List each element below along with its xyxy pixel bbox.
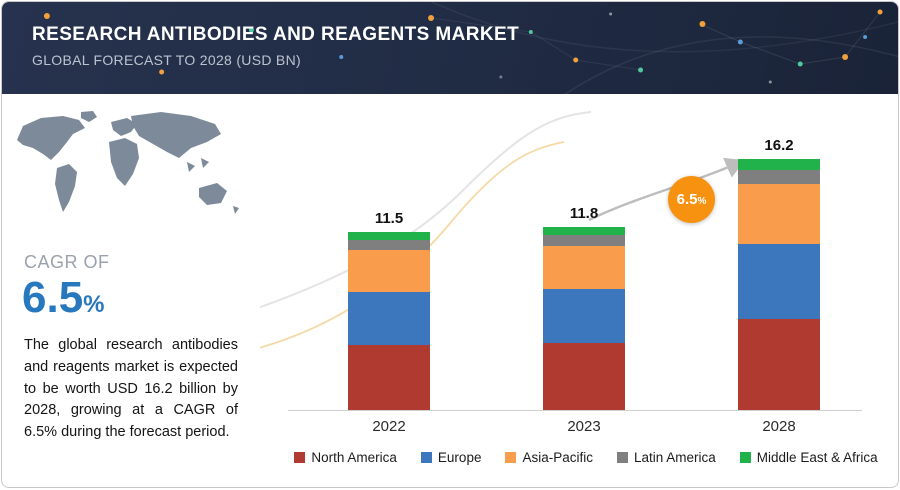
- cagr-badge: 6.5%: [668, 176, 715, 223]
- bar-total-label: 16.2: [764, 136, 794, 154]
- summary-panel: CAGR OF 6.5% The global research antibod…: [2, 94, 260, 487]
- bar-segment-europe[interactable]: [543, 289, 625, 344]
- cagr-value: 6.5%: [22, 273, 260, 322]
- legend-label: Asia-Pacific: [522, 450, 593, 465]
- summary-text: The global research antibodies and reage…: [24, 337, 238, 441]
- world-map: [17, 111, 239, 214]
- legend-swatch: [294, 452, 306, 463]
- bar-segment-europe[interactable]: [738, 244, 820, 319]
- bar-total-label: 11.8: [569, 205, 599, 223]
- bar-segment-asia-pacific[interactable]: [543, 245, 625, 290]
- legend-item-north-america[interactable]: North America: [294, 450, 397, 465]
- bar-segment-middle-east-africa[interactable]: [348, 231, 430, 240]
- chart-legend: North America Europe Asia-Pacific Latin Ame…: [280, 450, 892, 465]
- legend-swatch: [739, 452, 751, 463]
- bar-segment-asia-pacific[interactable]: [348, 250, 430, 293]
- bar-group-2028[interactable]: 16.2 2028: [738, 136, 820, 435]
- bar-segment-europe[interactable]: [348, 292, 430, 345]
- bar-total-label: 11.5: [374, 209, 404, 227]
- bar-segment-north-america[interactable]: [738, 318, 820, 410]
- legend-item-europe[interactable]: Europe: [420, 450, 482, 465]
- legend-swatch: [617, 452, 628, 463]
- cagr-percent-sign: %: [83, 291, 105, 318]
- bar-stack: [543, 227, 625, 410]
- bar-stack: [348, 231, 430, 410]
- bar-segment-latin-america[interactable]: [738, 169, 820, 184]
- legend-swatch: [420, 452, 432, 463]
- page-title: RESEARCH ANTIBODIES AND REAGENTS MARKET: [32, 24, 520, 45]
- header-banner: RESEARCH ANTIBODIES AND REAGENTS MARKET …: [2, 2, 898, 94]
- legend-item-middle-east-africa[interactable]: Middle East & Africa: [739, 450, 878, 465]
- legend-item-latin-america[interactable]: Latin America: [617, 450, 716, 465]
- legend-label: Latin America: [634, 450, 716, 465]
- badge-percent-sign: %: [697, 195, 707, 207]
- legend-label: Europe: [437, 450, 482, 465]
- x-axis-label: 2022: [372, 418, 406, 435]
- legend-swatch: [505, 452, 517, 463]
- bar-segment-asia-pacific[interactable]: [738, 183, 820, 245]
- badge-number: 6.5: [676, 191, 698, 208]
- network-decoration: [43, 2, 898, 94]
- bar-stack: [738, 158, 820, 410]
- page-subtitle: GLOBAL FORECAST TO 2028 (USD BN): [32, 52, 301, 68]
- bar-segment-north-america[interactable]: [543, 343, 625, 410]
- x-axis-label: 2028: [762, 418, 796, 435]
- x-axis-label: 2023: [567, 418, 601, 435]
- bar-segment-middle-east-africa[interactable]: [738, 158, 820, 170]
- bar-segment-latin-america[interactable]: [348, 239, 430, 251]
- content-body: CAGR OF 6.5% The global research antibod…: [2, 94, 898, 487]
- legend-item-asia-pacific[interactable]: Asia-Pacific: [505, 450, 593, 465]
- bar-segment-north-america[interactable]: [348, 344, 430, 410]
- chart-area: 6.5% 11.5 2022 11.8 2023 16.2 2028 North Amer…: [260, 94, 898, 487]
- bar-group-2022[interactable]: 11.5 2022: [348, 209, 430, 435]
- legend-label: Middle East & Africa: [756, 450, 878, 465]
- legend-label: North America: [311, 450, 397, 465]
- bar-segment-latin-america[interactable]: [543, 234, 625, 246]
- stacked-bar-chart: 11.5 2022 11.8 2023 16.2 2028: [348, 94, 820, 435]
- bar-group-2023[interactable]: 11.8 2023: [543, 205, 625, 435]
- cagr-number: 6.5: [22, 273, 84, 322]
- header-text: RESEARCH ANTIBODIES AND REAGENTS MARKET …: [32, 24, 519, 68]
- x-axis-line: [288, 410, 862, 411]
- bar-segment-middle-east-africa[interactable]: [543, 227, 625, 235]
- cagr-label: CAGR OF: [24, 252, 110, 272]
